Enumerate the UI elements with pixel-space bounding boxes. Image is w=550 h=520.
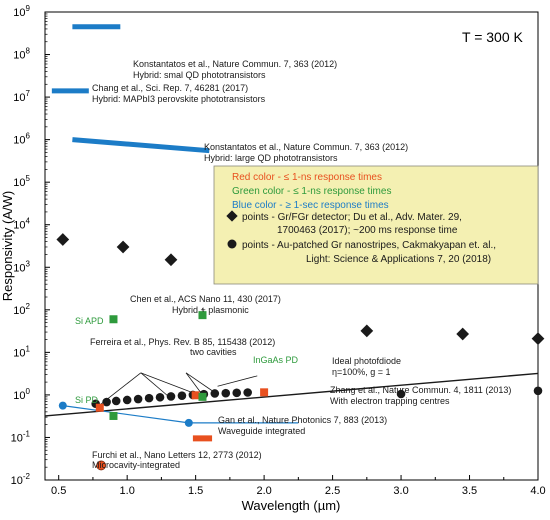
hybrid-large-qd-label1: Konstantatos et al., Nature Commun. 7, 3…: [204, 142, 408, 152]
x-tick-label: 2.0: [256, 485, 271, 497]
legend-green-text: Green color - ≤ 1-ns response times: [232, 186, 391, 197]
legend-circle-line2: Light: Science & Applications 7, 20 (201…: [306, 254, 491, 265]
green-square-point: [198, 311, 207, 320]
circle-point: [177, 391, 187, 400]
blue-circle-point: [184, 418, 193, 427]
ingaas-label: InGaAs PD: [253, 355, 299, 365]
y-tick-label: 104: [13, 217, 30, 232]
diamond-point: [456, 327, 470, 341]
zhang-label1: Zhang et al., Nature Commun. 4, 1811 (20…: [330, 385, 511, 395]
circle-point: [210, 389, 220, 398]
y-tick-label: 107: [13, 89, 30, 104]
green-square-point: [198, 392, 207, 401]
diamond-point: [56, 233, 70, 246]
circle-point: [232, 388, 242, 398]
hybrid-large-qd-label2: Hybrid: large QD phototransistors: [204, 153, 338, 163]
y-tick-label: 108: [13, 47, 30, 62]
green-square-point: [109, 315, 118, 324]
x-tick-label: 3.5: [462, 485, 477, 497]
blue-circle-point: [58, 401, 67, 410]
legend-box: [213, 165, 539, 285]
chart-marks: [44, 24, 545, 471]
hybrid-bar: [72, 137, 210, 154]
temperature-label: T = 300 K: [462, 29, 524, 45]
gan-label1: Gan et al., Nature Photonics 7, 883 (201…: [218, 415, 387, 425]
annotation-pointer: [140, 372, 169, 397]
hybrid-perovskite-label2: Hybrid: MAPbI3 perovskite phototransisto…: [92, 94, 266, 104]
y-tick-label: 102: [13, 302, 30, 317]
ideal-photodiode-line: [44, 372, 539, 417]
red-square-point: [191, 391, 200, 400]
si-pd-label: Si PD: [75, 395, 99, 405]
y-tick-label: 105: [13, 174, 30, 189]
hybrid-small-qd-label2: Hybrid: smal QD phototransistors: [133, 70, 266, 80]
y-tick-label: 100: [13, 387, 30, 402]
circle-point: [102, 397, 111, 407]
legend-circle-icon: [227, 239, 237, 249]
ideal-label1: Ideal photofdiode: [332, 356, 401, 366]
annotation-pointer: [140, 372, 199, 396]
chart-annotations: Konstantatos et al., Nature Commun. 7, 3…: [75, 59, 511, 470]
circle-point: [111, 396, 121, 406]
x-tick-label: 1.5: [188, 485, 203, 497]
x-tick-label: 2.5: [325, 485, 340, 497]
furchi-red-circle: [96, 460, 107, 471]
ideal-label2: η=100%, g = 1: [332, 367, 391, 377]
y-tick-label: 101: [13, 344, 30, 359]
y-tick-label: 109: [13, 4, 30, 19]
green-square-point: [109, 411, 118, 420]
legend-red-text: Red color - ≤ 1-ns response times: [232, 172, 382, 183]
circle-point: [166, 392, 176, 401]
annotation-pointer: [217, 375, 258, 387]
x-axis-label: Wavelength (µm): [242, 498, 341, 513]
ferreira-label1: Ferreira et al., Phys. Rev. B 85, 115438…: [90, 337, 275, 347]
furchi-label2: Microcavity-integrated: [92, 460, 180, 470]
legend-diamond-line1: points - Gr/FGr detector; Du et al., Adv…: [242, 212, 462, 223]
red-square-point: [95, 403, 104, 412]
y-axis-label: Responsivity (A/W): [0, 191, 15, 302]
furchi-label1: Furchi et al., Nano Letters 12, 2773 (20…: [92, 450, 262, 460]
circle-point: [221, 388, 231, 398]
si-apd-label: Si APD: [75, 316, 104, 326]
gan-label2: Waveguide integrated: [218, 426, 305, 436]
legend-diamond-icon: [226, 210, 238, 222]
x-tick-label: 4.0: [530, 485, 545, 497]
annotation-pointer: [185, 372, 203, 396]
circle-point: [155, 392, 165, 402]
x-tick-label: 0.5: [51, 485, 66, 497]
diamond-point: [531, 332, 545, 346]
hybrid-perovskite-label1: Chang et al., Sci. Rep. 7, 46281 (2017): [92, 83, 248, 93]
circle-point: [243, 388, 252, 397]
legend-blue-text: Blue color - ≥ 1-sec response times: [232, 200, 389, 211]
chen-label1: Chen et al., ACS Nano 11, 430 (2017): [130, 294, 281, 304]
diamond-point: [116, 240, 130, 254]
circle-point: [122, 395, 132, 405]
x-tick-label: 3.0: [393, 485, 408, 497]
circle-point: [396, 389, 406, 399]
x-tick-label: 1.0: [120, 485, 135, 497]
legend-diamond-line2: 1700463 (2017); ~200 ms response time: [277, 225, 458, 236]
legend-circle-line1: points - Au-patched Gr nanostripes, Cakm…: [242, 240, 496, 251]
diamond-point: [360, 324, 374, 338]
circle-point: [144, 393, 154, 403]
y-tick-label: 10-1: [11, 429, 31, 444]
chen-label2: Hybrid + plasmonic: [172, 305, 249, 315]
y-tick-label: 106: [13, 132, 30, 147]
circle-point: [133, 394, 143, 404]
red-square-point: [260, 388, 269, 397]
ferreira-label2: two cavities: [190, 347, 237, 357]
annotation-pointer: [185, 372, 217, 394]
hybrid-small-qd-label1: Konstantatos et al., Nature Commun. 7, 3…: [133, 59, 337, 69]
y-tick-label: 103: [13, 259, 30, 274]
zhang-label2: With electron trapping centres: [330, 396, 450, 406]
circle-point: [533, 386, 543, 396]
y-tick-label: 10-2: [11, 472, 31, 487]
diamond-point: [164, 253, 178, 267]
